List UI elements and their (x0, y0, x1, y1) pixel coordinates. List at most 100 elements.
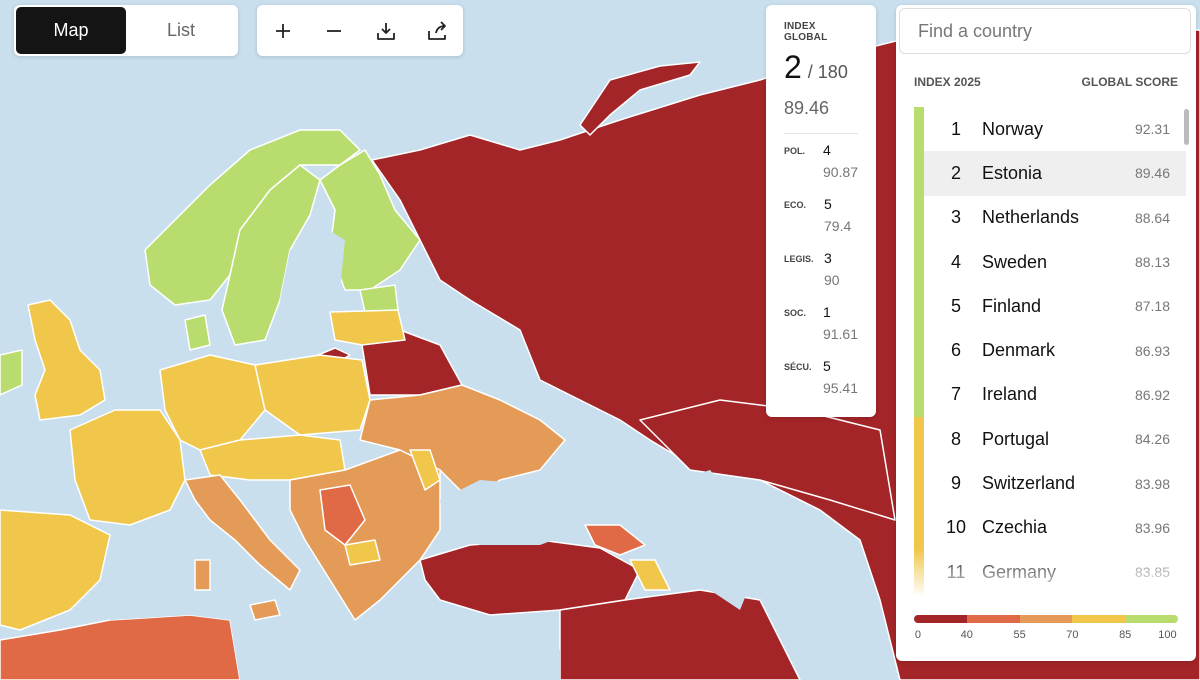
ranking-row[interactable]: 10 Czechia 83.96 (914, 505, 1186, 550)
indicator-label: LEGIS. (784, 254, 814, 264)
country-serbia[interactable] (319, 484, 366, 546)
legend-tick-label: 85 (1119, 629, 1132, 641)
indicator-label: POL. (784, 146, 806, 156)
plus-icon (275, 23, 290, 38)
country-sicily[interactable] (249, 599, 281, 621)
ranking-row[interactable]: 11 Germany 83.85 (914, 549, 1186, 595)
baltic-sea (280, 225, 345, 330)
country-montenegro[interactable] (344, 539, 381, 566)
divider (784, 133, 858, 134)
indicator-label: ECO. (784, 200, 807, 210)
country-rank: 10 (945, 517, 967, 538)
caspian-sea (680, 470, 760, 610)
rank-total: / 180 (807, 62, 848, 82)
country-name: Estonia (982, 162, 1043, 183)
country-italy[interactable] (184, 474, 301, 591)
country-rank: 4 (950, 251, 961, 272)
ranking-row[interactable]: 1 Norway 92.31 (914, 107, 1186, 152)
index-global-label: INDEX GLOBAL (784, 21, 828, 43)
download-icon (376, 22, 395, 40)
ranking-list[interactable]: 1 Norway 92.31 2 Estonia 89.46 3 Netherlands 88.… (914, 107, 1186, 597)
indicator-social: SOC. 1 91.61 (784, 304, 858, 350)
indicator-score: 90 (824, 272, 840, 288)
country-name: Portugal (982, 428, 1050, 449)
country-score: 83.96 (1134, 519, 1170, 536)
score-color-bar (914, 195, 924, 240)
country-norway[interactable] (144, 129, 361, 306)
ranking-row[interactable]: 9 Switzerland 83.98 (914, 461, 1186, 506)
indicator-rank: 5 (824, 196, 832, 212)
ranking-row[interactable]: 7 Ireland 86.92 (914, 372, 1186, 418)
indicator-economic: ECO. 5 79.4 (784, 196, 858, 242)
country-score: 88.64 (1134, 209, 1170, 226)
country-score: 87.18 (1134, 298, 1170, 315)
country-name: Sweden (982, 251, 1048, 272)
country-syria-iraq[interactable] (559, 589, 801, 680)
indicator-legislative: LEGIS. 3 90 (784, 250, 858, 296)
minus-icon (327, 29, 342, 32)
country-score: 89.46 (1134, 165, 1170, 182)
ranking-row[interactable]: 4 Sweden 88.13 (914, 239, 1186, 285)
mediterranean-sea (110, 590, 560, 680)
country-moldova[interactable] (409, 449, 441, 491)
legend-color-segment (966, 615, 1020, 623)
country-poland[interactable] (254, 354, 371, 436)
country-novaya-zemlya[interactable] (579, 61, 701, 136)
score-color-bar (914, 107, 924, 152)
legend-tick-label: 70 (1066, 629, 1079, 641)
view-toggle: Map List (14, 5, 238, 56)
global-score-label: GLOBAL SCORE (1081, 75, 1178, 89)
indicator-political: POL. 4 90.87 (784, 142, 858, 188)
country-france[interactable] (69, 409, 186, 526)
global-score: 89.46 (784, 98, 830, 118)
ranking-row[interactable]: 8 Portugal 84.26 (914, 417, 1186, 462)
country-score: 86.93 (1134, 342, 1170, 359)
country-kazakhstan[interactable] (639, 399, 896, 521)
country-score: 83.85 (1134, 564, 1170, 581)
country-score: 88.13 (1134, 254, 1170, 271)
country-armenia[interactable] (629, 559, 671, 591)
country-denmark[interactable] (184, 314, 211, 351)
indicator-score: 91.61 (822, 326, 858, 342)
country-georgia[interactable] (584, 524, 646, 556)
score-legend: 0 40 55 70 85 100 (914, 615, 1178, 645)
legend-tick-label: 40 (960, 629, 973, 641)
share-button[interactable] (415, 9, 459, 53)
country-score: 83.98 (1134, 475, 1170, 492)
country-baltics[interactable] (329, 309, 406, 346)
country-search-input[interactable] (899, 8, 1191, 54)
country-sardinia[interactable] (194, 559, 211, 591)
country-rank: 1 (950, 118, 961, 139)
ranking-row[interactable]: 2 Estonia 89.46 (914, 151, 1186, 196)
indicator-score: 90.87 (822, 164, 858, 180)
zoom-in-button[interactable] (261, 9, 305, 53)
country-name: Switzerland (982, 473, 1076, 494)
legend-ticks: 0 40 55 70 85 100 (914, 629, 1178, 645)
country-ireland[interactable] (0, 349, 23, 396)
share-icon (428, 20, 447, 40)
download-button[interactable] (364, 9, 408, 53)
global-rank: 2 (784, 49, 802, 85)
country-rank: 2 (950, 162, 961, 183)
index-year-label: INDEX 2025 (914, 75, 981, 89)
country-rank: 5 (950, 295, 961, 316)
list-header: INDEX 2025 GLOBAL SCORE (914, 75, 1178, 89)
country-name: Netherlands (982, 207, 1080, 228)
country-name: Norway (982, 118, 1044, 139)
country-estonia[interactable] (359, 284, 399, 313)
ranking-row[interactable]: 6 Denmark 86.93 (914, 328, 1186, 373)
country-iberia[interactable] (0, 509, 111, 631)
ranking-row[interactable]: 5 Finland 87.18 (914, 284, 1186, 329)
black-sea (440, 480, 580, 545)
score-color-bar (914, 239, 924, 285)
country-rank: 3 (950, 207, 961, 228)
zoom-out-button[interactable] (312, 9, 356, 53)
country-name: Czechia (982, 517, 1048, 538)
ranking-row[interactable]: 3 Netherlands 88.64 (914, 195, 1186, 240)
country-name: Denmark (982, 340, 1056, 361)
country-rank: 7 (950, 384, 961, 405)
list-scrollbar[interactable] (1184, 109, 1189, 145)
map-view-button[interactable]: Map (16, 7, 126, 54)
list-view-button[interactable]: List (166, 20, 195, 40)
country-united-kingdom[interactable] (27, 299, 106, 421)
